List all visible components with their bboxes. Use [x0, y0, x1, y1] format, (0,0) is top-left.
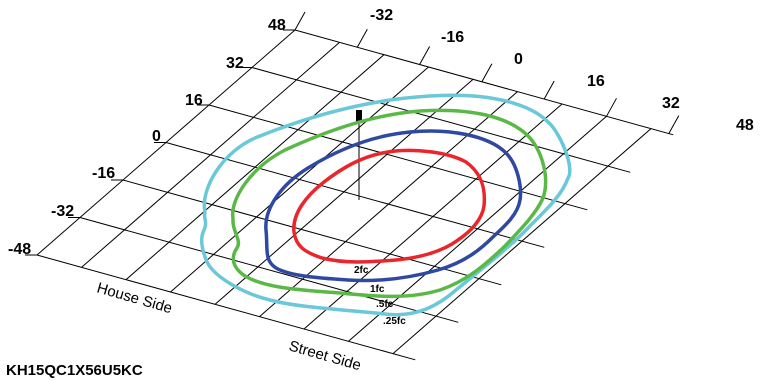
contour-label-1fc: 1fc: [370, 284, 385, 295]
top-tick-m32: -32: [370, 7, 393, 24]
top-axis-tick: [419, 46, 431, 65]
top-tick-48: 48: [736, 117, 754, 134]
grid-line: [392, 128, 652, 355]
contour-label-2fc: 2fc: [354, 265, 369, 276]
top-axis-tick: [356, 29, 368, 48]
left-tick-m16: -16: [92, 165, 115, 182]
grid-line: [170, 66, 429, 293]
model-number: KH15QC1X56U5KC: [6, 362, 143, 379]
contour-05fc: [231, 108, 548, 299]
left-tick-0: 0: [152, 128, 161, 145]
grid-line: [214, 78, 474, 305]
grid-line: [79, 217, 459, 323]
grid-line: [36, 254, 416, 361]
grid-line: [348, 115, 607, 342]
left-tick-32: 32: [226, 55, 244, 72]
grid-line: [294, 29, 674, 136]
top-axis-tick: [294, 11, 306, 31]
top-axis-tick: [543, 80, 555, 100]
contour-025fc: [199, 93, 572, 317]
grid-line: [122, 179, 502, 286]
top-axis-tick: [481, 63, 493, 83]
grid-line: [125, 54, 385, 281]
pole-marker: [356, 110, 362, 122]
contour-label-05fc: .5fc: [376, 299, 394, 310]
top-axis-tick: [668, 115, 680, 134]
grid-line: [165, 142, 545, 248]
grid-line: [303, 103, 563, 330]
top-tick-32: 32: [662, 95, 680, 112]
grid-line: [259, 91, 518, 318]
street-side-label: Street Side: [287, 338, 363, 375]
grid-line: [81, 41, 340, 268]
left-tick-m32: -32: [51, 203, 74, 220]
left-tick-16: 16: [185, 92, 203, 109]
top-tick-0: 0: [514, 51, 523, 68]
left-tick-48: 48: [268, 17, 286, 34]
top-tick-m16: -16: [441, 29, 464, 46]
ground-grid: [25, 11, 680, 361]
grid-line: [208, 104, 588, 211]
contour-1fc: [264, 129, 523, 283]
left-tick-m48: -48: [8, 241, 31, 258]
contour-2fc: [292, 148, 487, 264]
top-tick-16: 16: [587, 73, 605, 90]
house-side-label: House Side: [95, 280, 174, 318]
top-axis-tick: [606, 98, 617, 117]
contour-label-025fc: .25fc: [383, 316, 406, 327]
